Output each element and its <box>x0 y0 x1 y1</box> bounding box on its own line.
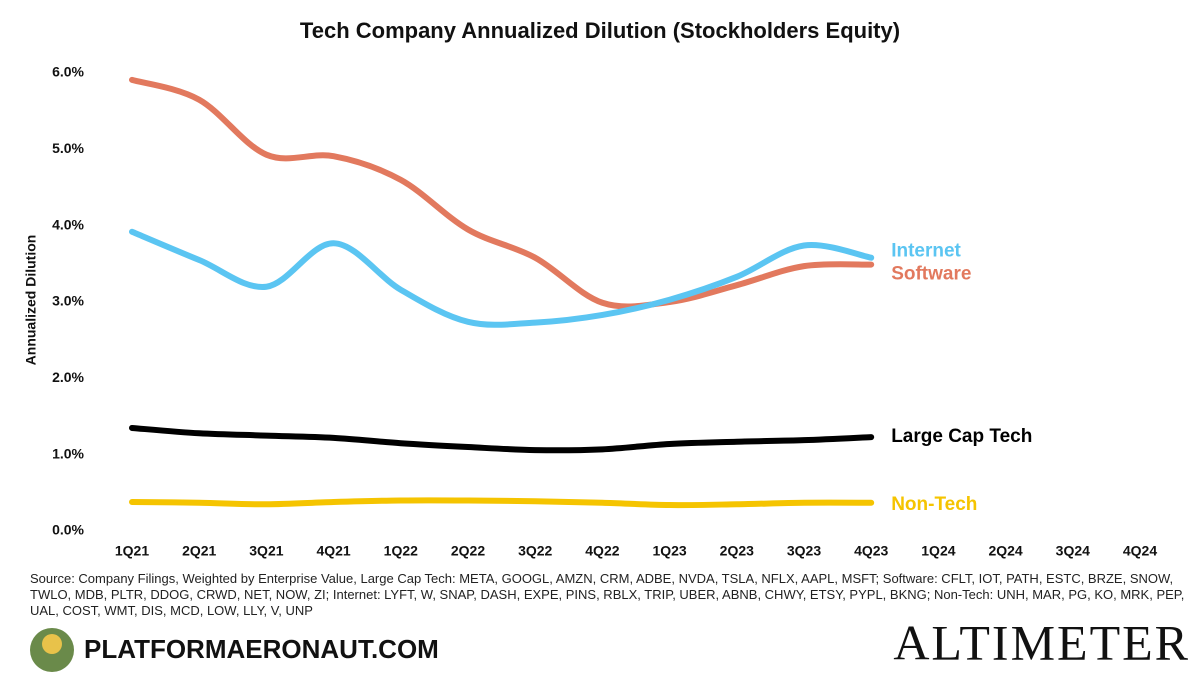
source-note: Source: Company Filings, Weighted by Ent… <box>30 571 1185 618</box>
series-line <box>129 497 875 509</box>
series-line <box>129 424 875 454</box>
y-tick-label: 6.0% <box>52 64 84 80</box>
x-tick-label: 1Q22 <box>384 543 418 559</box>
y-tick-label: 2.0% <box>52 369 84 385</box>
logo-text: ALTIMETER <box>893 614 1190 670</box>
x-tick-label: 4Q21 <box>316 543 350 559</box>
x-tick-label: 2Q23 <box>720 543 754 559</box>
x-tick-label: 2Q24 <box>988 543 1022 559</box>
x-tick-label: 1Q24 <box>921 543 955 559</box>
x-tick-label: 4Q22 <box>585 543 619 559</box>
x-tick-label: 2Q21 <box>182 543 216 559</box>
series-line <box>129 228 875 328</box>
x-tick-label: 1Q23 <box>652 543 686 559</box>
y-tick-label: 4.0% <box>52 216 84 232</box>
y-tick-label: 0.0% <box>52 522 84 538</box>
brand-text: PLATFORMAERONAUT.COM <box>84 634 439 664</box>
x-tick-label: 3Q21 <box>249 543 283 559</box>
brand-icon-inner <box>42 634 62 654</box>
series-label: Non-Tech <box>891 494 977 515</box>
y-tick-label: 1.0% <box>52 445 84 461</box>
x-tick-label: 3Q22 <box>518 543 552 559</box>
series-line <box>129 76 875 310</box>
x-tick-label: 3Q24 <box>1056 543 1090 559</box>
y-tick-label: 3.0% <box>52 293 84 309</box>
x-tick-label: 4Q23 <box>854 543 888 559</box>
x-tick-label: 2Q22 <box>451 543 485 559</box>
series-label: Large Cap Tech <box>891 426 1032 447</box>
y-tick-label: 5.0% <box>52 140 84 156</box>
x-tick-label: 3Q23 <box>787 543 821 559</box>
y-axis-label: Annualized Dilution <box>23 235 39 366</box>
series-label: Software <box>891 264 971 285</box>
chart-title: Tech Company Annualized Dilution (Stockh… <box>300 18 900 43</box>
x-tick-label: 1Q21 <box>115 543 149 559</box>
series-label: Internet <box>891 241 961 262</box>
x-tick-label: 4Q24 <box>1123 543 1157 559</box>
